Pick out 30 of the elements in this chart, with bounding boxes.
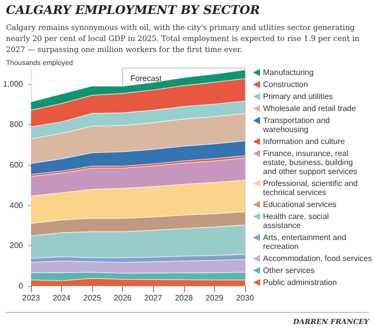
legend-label: Transportation and warehousing — [262, 116, 330, 134]
legend-label: Wholesale and retail trade — [263, 104, 356, 113]
y-tick-label: 600 — [10, 160, 24, 170]
x-tick-label: 2024 — [52, 294, 72, 302]
y-tick-label: 800 — [10, 120, 24, 130]
x-tick-label: 2026 — [114, 294, 132, 302]
legend-label: Manufacturing — [263, 68, 314, 77]
legend-label: Arts, entertainment and recreation — [263, 233, 346, 251]
y-tick-label: 0 — [18, 282, 24, 290]
x-tick-label: 2027 — [144, 294, 163, 302]
legend-label: Accommodation, food services — [263, 254, 372, 263]
legend-label: Construction — [263, 80, 308, 89]
legend-label: Primary and utilities — [263, 92, 333, 101]
legend-label: Information and culture — [263, 137, 346, 146]
x-tick-label: 2025 — [83, 294, 102, 302]
x-tick-label: 2028 — [174, 294, 194, 302]
legend-label: Health care, social assistance — [263, 212, 330, 230]
band-label: Forecast — [130, 74, 162, 84]
legend-label: Other services — [263, 266, 315, 275]
legend-label: Public administration — [263, 278, 337, 287]
x-tick-label: 2030 — [236, 294, 254, 302]
chart-title: CALGARY EMPLOYMENT BY SECTOR — [6, 3, 260, 17]
legend-label: Professional, scientific and technical services — [263, 179, 358, 197]
legend-label: Finance, insurance, real estate, business, building and other support services — [263, 149, 358, 176]
y-tick-label: 200 — [10, 241, 24, 250]
x-tick-label: 2023 — [22, 294, 40, 302]
y-tick-label: 400 — [10, 200, 24, 210]
legend-label: Educational services — [263, 200, 336, 209]
y-tick-label: 1,000 — [2, 80, 24, 89]
x-tick-label: 2029 — [206, 294, 224, 302]
